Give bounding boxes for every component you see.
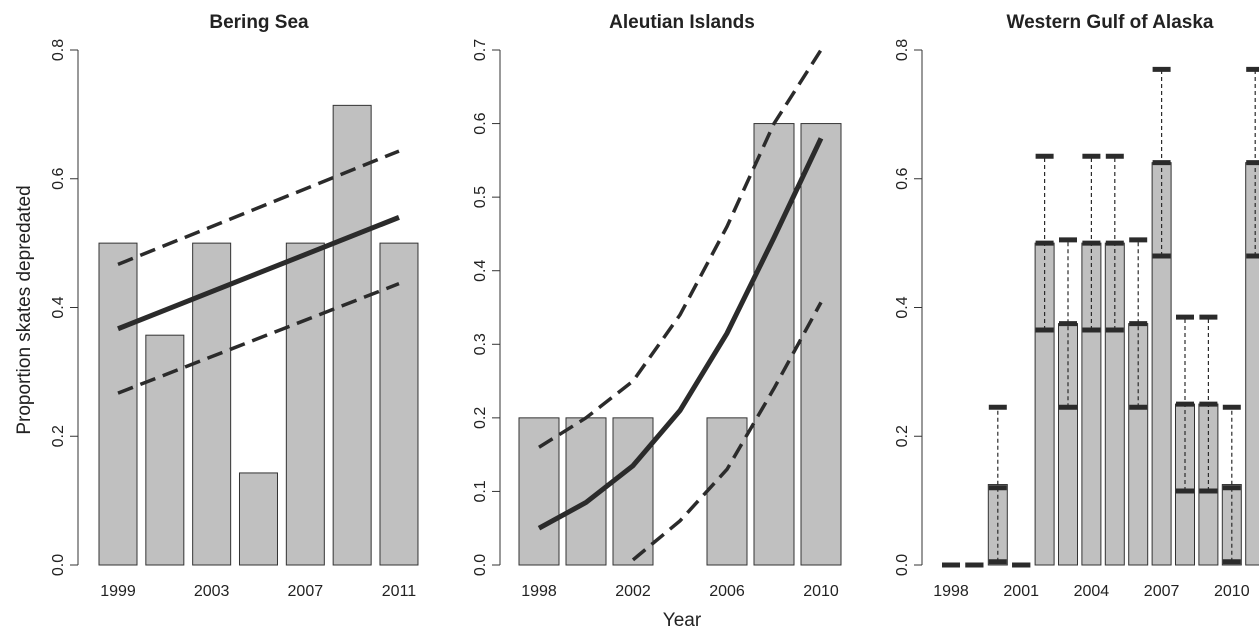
fitted-line [537,137,824,531]
panel-bering-sea: Bering Sea 0.0 0.2 0.4 0.6 0.8 1999 2003 2007 2… [50,12,419,600]
y-axis: 0.0 0.1 0.2 0.3 0.4 0.5 0.6 0.7 [472,39,501,576]
error-bars [942,66,1259,568]
x-tick-label: 2010 [803,583,839,600]
x-tick-label: 1999 [100,583,136,600]
y-tick-label: 0.0 [472,554,489,576]
bar [332,104,372,566]
bar [753,123,795,566]
x-tick-label: 1998 [933,583,969,600]
y-tick-label: 0.6 [472,112,489,134]
bars [98,104,419,566]
bar [800,123,842,566]
lower-ci-line [117,282,400,395]
y-tick-label: 0.2 [894,425,911,447]
upper-ci-line [538,49,823,449]
y-tick-label: 0.4 [472,259,489,281]
x-tick-label: 2003 [194,583,230,600]
y-tick-label: 0.2 [50,425,67,447]
x-tick-label: 2010 [1214,583,1250,600]
x-axis-label: Year [663,610,702,631]
y-tick-label: 0.0 [50,554,67,576]
x-tick-label: 2002 [615,583,651,600]
x-axis: 1999 2003 2007 2011 [100,583,416,600]
x-axis: 1998 2002 2006 2010 [521,583,839,600]
y-axis: 0.0 0.2 0.4 0.6 0.8 [894,39,923,576]
y-tick-label: 0.6 [50,168,67,190]
fitted-line [117,215,400,332]
x-tick-label: 2001 [1003,583,1039,600]
bar [706,417,748,566]
y-tick-label: 0.3 [472,333,489,355]
x-tick-label: 2011 [382,583,417,600]
bar [98,242,138,566]
x-tick-label: 2006 [709,583,745,600]
bar [1175,403,1195,566]
panel-aleutian-islands: Aleutian Islands 0.00.10.20.30.40.50.60.… [472,12,842,600]
bar [518,417,560,566]
y-tick-label: 0.7 [472,39,489,61]
x-tick-label: 2007 [288,583,324,600]
bar [1058,323,1078,566]
bars [518,123,842,566]
lower-ci-line [631,301,823,562]
bar [1128,323,1149,566]
bar [379,242,419,566]
panel-title: Bering Sea [209,12,309,33]
y-tick-label: 0.2 [472,407,489,429]
panel-western-gulf-of-alaska: Western Gulf of Alaska 0.0 0.2 0.4 0.6 0.8 1… [894,12,1259,600]
y-tick-label: 0.5 [472,186,489,208]
bar [145,334,185,566]
bar [1198,403,1219,566]
bar [285,242,325,566]
upper-ci-line [117,149,400,266]
x-tick-label: 1998 [521,583,557,600]
bar [238,472,278,566]
fit-lines [537,49,824,562]
panel-title: Western Gulf of Alaska [1007,12,1214,33]
x-axis: 1998 2001 2004 2007 2010 [933,583,1249,600]
y-axis-label: Proportion skates depredated [14,185,35,434]
bar [1245,162,1259,566]
fit-lines [117,149,400,395]
y-tick-label: 0.4 [894,296,911,318]
x-tick-label: 2004 [1074,583,1110,600]
x-tick-label: 2007 [1144,583,1180,600]
y-axis: 0.0 0.2 0.4 0.6 0.8 [50,39,79,576]
y-tick-label: 0.4 [50,296,67,318]
bar [1151,162,1172,566]
y-tick-label: 0.8 [50,39,67,61]
y-tick-label: 0.8 [894,39,911,61]
y-tick-label: 0.1 [472,480,489,502]
panel-title: Aleutian Islands [609,12,755,33]
y-tick-label: 0.0 [894,554,911,576]
y-tick-label: 0.6 [894,168,911,190]
bars [987,162,1259,566]
bar [612,417,654,566]
